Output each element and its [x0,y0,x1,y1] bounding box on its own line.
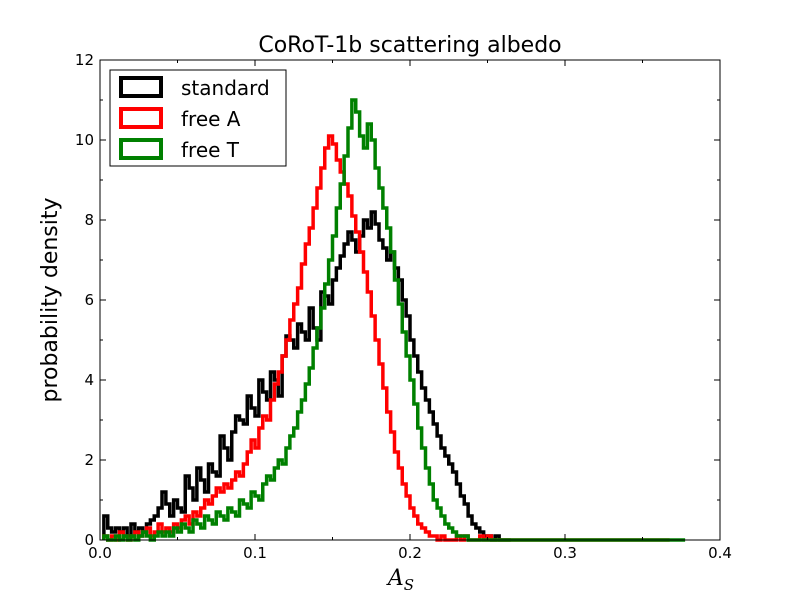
legend-swatch-free-a [119,107,163,129]
ticks-layer: 0.0 0.1 0.2 0.3 0.4 0 2 4 6 8 10 12 [75,51,732,562]
x-tick-label: 0.2 [398,544,422,562]
y-tick-label: 4 [84,371,94,389]
y-tick-label: 2 [84,451,94,469]
y-tick-label: 6 [84,291,94,309]
x-tick-label: 0.1 [243,544,267,562]
chart-title: CoRoT-1b scattering albedo [258,33,561,58]
y-tick-label: 0 [84,531,94,549]
legend-label-free-a: free A [181,107,241,131]
x-axis-label-main: A [386,566,404,591]
series-line-standard [102,210,511,542]
legend-swatch-free-t [119,138,163,160]
x-axis-label: AS [386,566,414,594]
y-axis-label: probability density [38,197,63,402]
legend-swatch-standard [119,76,163,98]
svg-text:AS: AS [386,566,414,594]
x-tick-label: 0.4 [708,544,732,562]
legend-label-free-t: free T [181,138,240,162]
x-tick-label: 0.0 [88,544,112,562]
y-tick-label: 10 [75,131,94,149]
x-axis-label-sub: S [404,576,414,594]
x-tick-label: 0.3 [553,544,577,562]
legend: standard free A free T [109,69,287,167]
legend-box [109,69,287,167]
y-tick-label: 12 [75,51,94,69]
y-tick-label: 8 [84,211,94,229]
plot-frame [99,59,721,541]
legend-label-standard: standard [181,76,270,100]
